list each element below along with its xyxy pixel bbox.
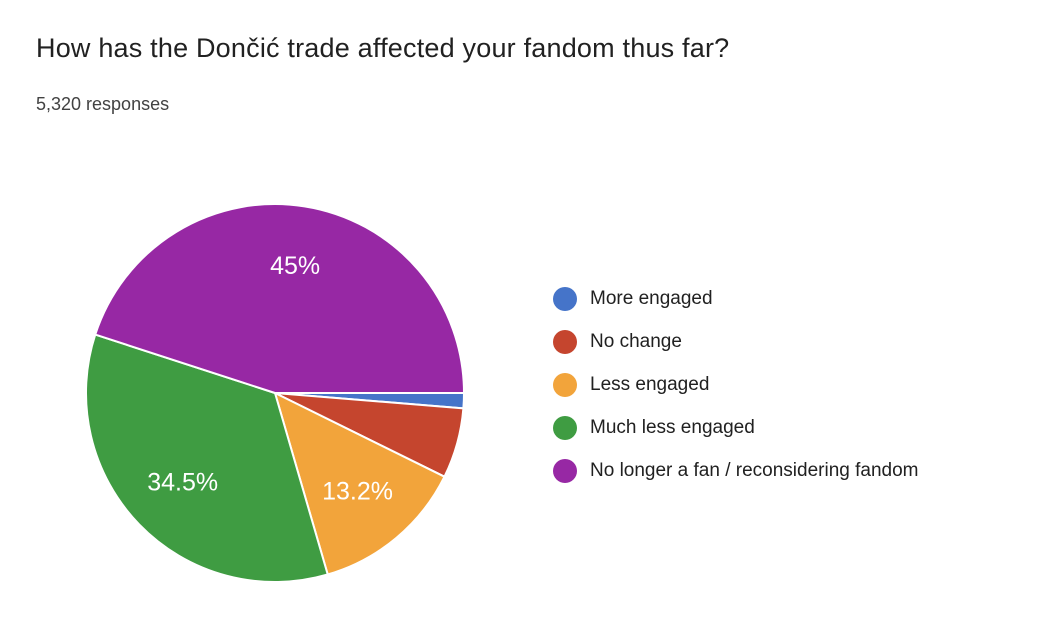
legend-item-label: Less engaged xyxy=(590,374,710,395)
pie-slice-label: 13.2% xyxy=(322,478,393,506)
legend-item-less-engaged: Less engaged xyxy=(553,373,918,397)
legend-item-much-less-engaged: Much less engaged xyxy=(553,416,918,440)
legend-item-label: No longer a fan / reconsidering fandom xyxy=(590,460,919,481)
pie-slice-label: 45% xyxy=(270,252,320,280)
legend-item-more-engaged: More engaged xyxy=(553,287,918,311)
legend-color-swatch-icon xyxy=(553,287,577,311)
legend: More engaged No change Less engaged Much… xyxy=(553,287,918,502)
page-title: How has the Dončić trade affected your f… xyxy=(36,33,730,63)
legend-item-label: Much less engaged xyxy=(590,417,755,438)
pie-chart-svg: 13.2% 34.5% 45% xyxy=(85,203,465,583)
legend-color-swatch-icon xyxy=(553,330,577,354)
response-count: 5,320 responses xyxy=(36,94,170,114)
pie-slice[interactable] xyxy=(94,203,465,394)
legend-color-swatch-icon xyxy=(553,459,577,483)
pie-slice[interactable] xyxy=(85,333,329,583)
pie-slice-label: 34.5% xyxy=(147,468,218,496)
legend-item-no-longer-a-fan: No longer a fan / reconsidering fandom xyxy=(553,459,918,483)
legend-color-swatch-icon xyxy=(553,416,577,440)
legend-item-label: More engaged xyxy=(590,288,713,309)
pie-slice[interactable] xyxy=(274,392,446,576)
legend-item-no-change: No change xyxy=(553,330,918,354)
legend-color-swatch-icon xyxy=(553,373,577,397)
legend-item-label: No change xyxy=(590,331,682,352)
pie-chart: 13.2% 34.5% 45% xyxy=(75,193,475,593)
